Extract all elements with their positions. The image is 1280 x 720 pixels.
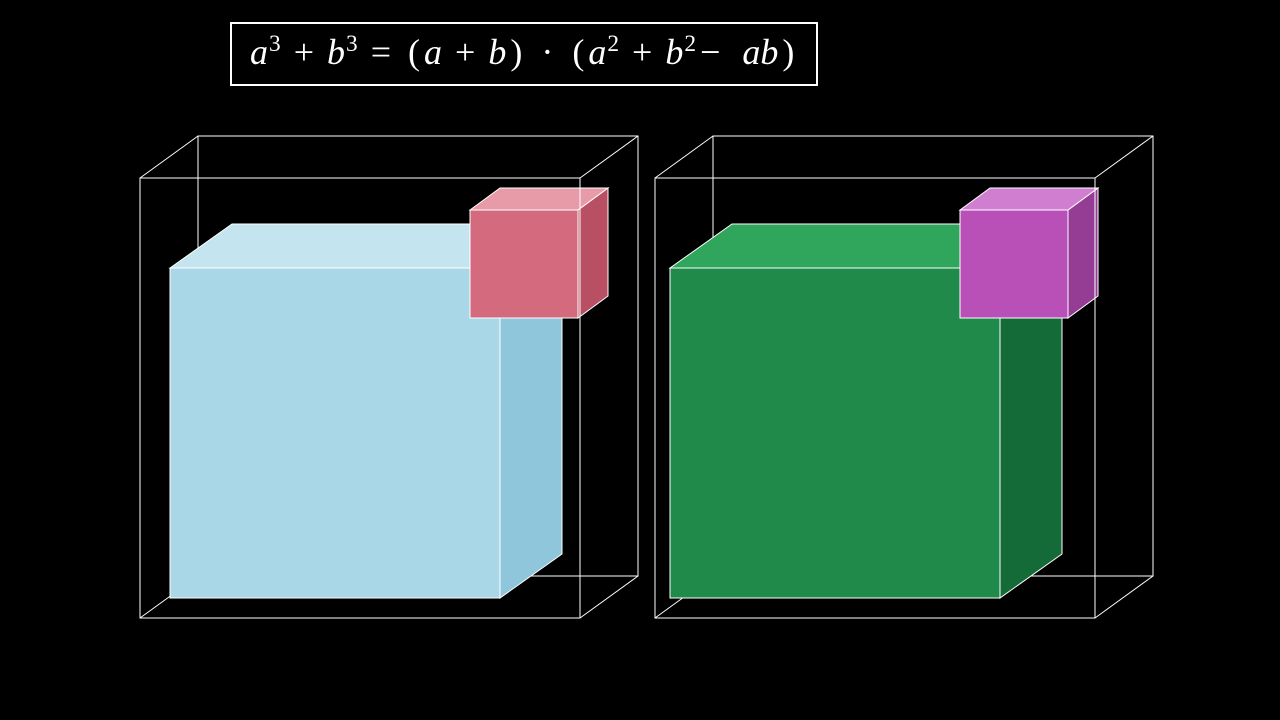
- cube-left-small: [470, 188, 608, 318]
- scene-svg: [0, 0, 1280, 720]
- diagram-stage: a3 + b3 = (a + b) · (a2 + b2− ab): [0, 0, 1280, 720]
- wire-left-e3: [580, 576, 638, 618]
- wire-left-e2: [580, 136, 638, 178]
- wire-right-e3: [1095, 576, 1153, 618]
- cube-left-big-front: [170, 268, 500, 598]
- cube-right-small: [960, 188, 1098, 318]
- wire-left-e1: [140, 136, 198, 178]
- cube-left-small-front: [470, 210, 578, 318]
- wire-right-e1: [655, 136, 713, 178]
- cube-right-big-front: [670, 268, 1000, 598]
- wire-right-e2: [1095, 136, 1153, 178]
- cube-left-small-side: [578, 188, 608, 318]
- cube-right-small-front: [960, 210, 1068, 318]
- cube-right-small-side: [1068, 188, 1098, 318]
